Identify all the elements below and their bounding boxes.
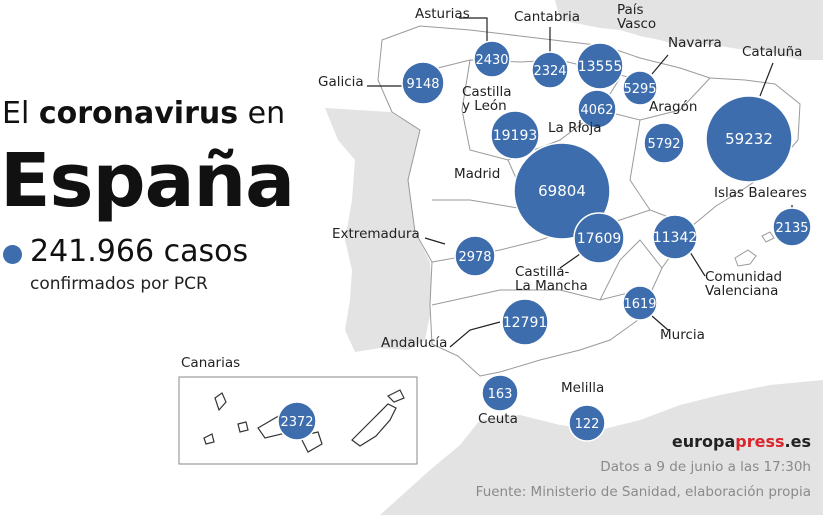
leader-line-murcia xyxy=(651,315,669,331)
leader-line-navarra xyxy=(651,54,669,75)
portugal-land xyxy=(325,108,432,352)
label-asturias: Asturias xyxy=(415,6,470,22)
value-andalucia: 12791 xyxy=(503,315,548,331)
value-ceuta: 163 xyxy=(488,387,513,402)
value-cataluna: 59232 xyxy=(725,130,773,148)
value-castilla-y-leon: 19193 xyxy=(493,128,538,144)
bubble-ceuta[interactable] xyxy=(481,374,519,412)
label-cantabria: Cantabria xyxy=(514,9,580,25)
bubble-melilla[interactable] xyxy=(568,404,606,442)
label-murcia: Murcia xyxy=(660,327,705,343)
label-madrid: Madrid xyxy=(454,166,500,182)
brand-part-1: europa xyxy=(671,432,736,451)
leader-lines xyxy=(367,17,793,348)
bubble-murcia[interactable] xyxy=(622,285,658,321)
label-ceuta: Ceuta xyxy=(478,411,518,427)
leader-line-castilla-la-mancha xyxy=(559,253,581,269)
footer-source: Fuente: Ministerio de Sanidad, elaboraci… xyxy=(475,484,811,500)
cases-subtitle: confirmados por PCR xyxy=(30,274,208,294)
value-extremadura: 2978 xyxy=(458,250,491,265)
value-galicia: 9148 xyxy=(406,77,439,92)
brand-part-2: press xyxy=(735,432,785,451)
bubble-andalucia[interactable] xyxy=(501,298,549,346)
value-comunidad-valenciana: 11342 xyxy=(653,230,698,246)
brand-part-3: .es xyxy=(784,432,811,451)
title-prefix: El xyxy=(2,96,39,131)
bubble-castilla-y-leon[interactable] xyxy=(490,110,540,160)
value-melilla: 122 xyxy=(575,417,600,432)
value-asturias: 2430 xyxy=(475,53,508,68)
label-andalucia: Andalucía xyxy=(381,335,447,351)
bubble-pais-vasco[interactable] xyxy=(576,42,624,90)
france-land xyxy=(555,0,823,60)
label-islas-baleares: Islas Baleares xyxy=(714,185,807,201)
value-castilla-la-mancha: 17609 xyxy=(577,231,622,247)
value-islas-baleares: 2135 xyxy=(775,221,808,236)
bubble-navarra[interactable] xyxy=(622,70,658,106)
label-canarias: Canarias xyxy=(181,355,240,371)
bubble-comunidad-valenciana[interactable] xyxy=(652,214,698,260)
brand-logo: europapress.es xyxy=(672,432,811,451)
bubble-castilla-la-mancha[interactable] xyxy=(573,212,625,264)
label-navarra: Navarra xyxy=(668,35,722,51)
bubble-islas-baleares[interactable] xyxy=(772,207,812,247)
label-cataluna: Cataluña xyxy=(742,44,802,60)
leader-line-cataluna xyxy=(759,62,774,97)
value-cantabria: 2324 xyxy=(533,64,566,79)
label-aragon: Aragón xyxy=(649,99,697,115)
label-extremadura: Extremadura xyxy=(332,226,420,242)
balearic-islands xyxy=(734,231,775,267)
cases-total: 241.966 casos xyxy=(30,234,249,269)
bubble-canarias[interactable] xyxy=(277,401,317,441)
bubble-cataluna[interactable] xyxy=(705,95,793,183)
label-castilla-la-mancha: Castilla-La Mancha xyxy=(515,264,588,294)
title-bold: coronavirus xyxy=(38,96,239,131)
label-galicia: Galicia xyxy=(318,74,364,90)
footer-date: Datos a 9 de junio a las 17:30h xyxy=(600,459,811,475)
bubble-aragon[interactable] xyxy=(643,122,685,164)
bubble-cantabria[interactable] xyxy=(531,51,569,89)
canarias-inset xyxy=(178,376,418,465)
label-castilla-y-leon: Castilla y León xyxy=(462,84,512,114)
label-melilla: Melilla xyxy=(561,380,604,396)
value-murcia: 1619 xyxy=(623,297,656,312)
leader-line-asturias xyxy=(459,17,488,42)
value-la-rioja: 4062 xyxy=(580,103,613,118)
cases-dot-icon xyxy=(3,245,22,264)
leader-line-andalucia xyxy=(449,321,501,348)
leader-line-comunidad-valenciana xyxy=(689,251,706,277)
value-madrid: 69804 xyxy=(538,182,586,200)
africa-land xyxy=(380,380,823,515)
value-aragon: 5792 xyxy=(647,137,680,152)
value-canarias: 2372 xyxy=(280,415,313,430)
label-pais-vasco: País Vasco xyxy=(617,2,656,32)
value-navarra: 5295 xyxy=(623,82,656,97)
leader-line-extremadura xyxy=(424,237,446,245)
label-la-rioja: La Rioja xyxy=(548,120,602,136)
bubble-extremadura[interactable] xyxy=(454,235,496,277)
labels-layer: Asturias Cantabria País Vasco Navarra Cataluñ… xyxy=(181,2,807,427)
bubble-madrid[interactable] xyxy=(513,142,611,240)
value-pais-vasco: 13555 xyxy=(578,59,623,75)
bubble-galicia[interactable] xyxy=(401,61,445,105)
bubble-la-rioja[interactable] xyxy=(577,89,617,129)
title-line-2: España xyxy=(0,138,295,224)
title-line-1: El coronavirus en xyxy=(2,96,285,131)
title-suffix: en xyxy=(238,96,286,131)
bubble-asturias[interactable] xyxy=(473,40,511,78)
label-comunidad-valenciana: Comunidad Valenciana xyxy=(705,269,782,299)
